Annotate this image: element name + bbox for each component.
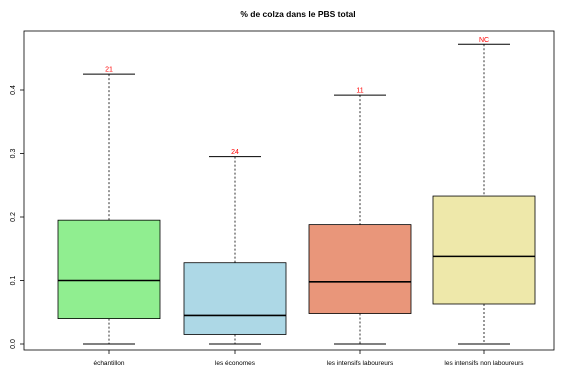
box-annotation: NC <box>479 37 489 44</box>
box-iqr <box>183 262 287 335</box>
x-category-label: les intensifs laboureurs <box>327 360 394 367</box>
y-tick-label: 0.0 <box>10 339 17 349</box>
plot-frame <box>23 30 555 351</box>
x-category-label: les économes <box>215 360 256 367</box>
y-axis: 0.0 0.1 0.2 0.3 0.4 <box>10 85 24 349</box>
box-group: 21 <box>57 67 161 345</box>
x-axis: échantillon les économes les intensifs lab… <box>93 350 524 367</box>
x-category-label: les intensifs non laboureurs <box>444 360 524 367</box>
box-iqr <box>432 195 536 305</box>
y-tick-label: 0.2 <box>10 212 17 222</box>
y-tick-label: 0.3 <box>10 149 17 159</box>
box-group: 24 <box>183 149 287 345</box>
box-iqr <box>57 219 161 320</box>
chart-title: % de colza dans le PBS total <box>240 9 355 19</box>
box-group: NC <box>432 37 536 345</box>
y-tick-label: 0.4 <box>10 85 17 95</box>
boxes-layer: 21 24 11 NC <box>57 37 536 345</box>
box-group: 11 <box>308 88 412 345</box>
y-tick-label: 0.1 <box>10 276 17 286</box>
x-category-label: échantillon <box>93 360 124 367</box>
box-annotation: 11 <box>356 88 363 95</box>
box-iqr <box>308 224 412 314</box>
box-annotation: 21 <box>105 67 113 74</box>
box-annotation: 24 <box>231 149 239 156</box>
